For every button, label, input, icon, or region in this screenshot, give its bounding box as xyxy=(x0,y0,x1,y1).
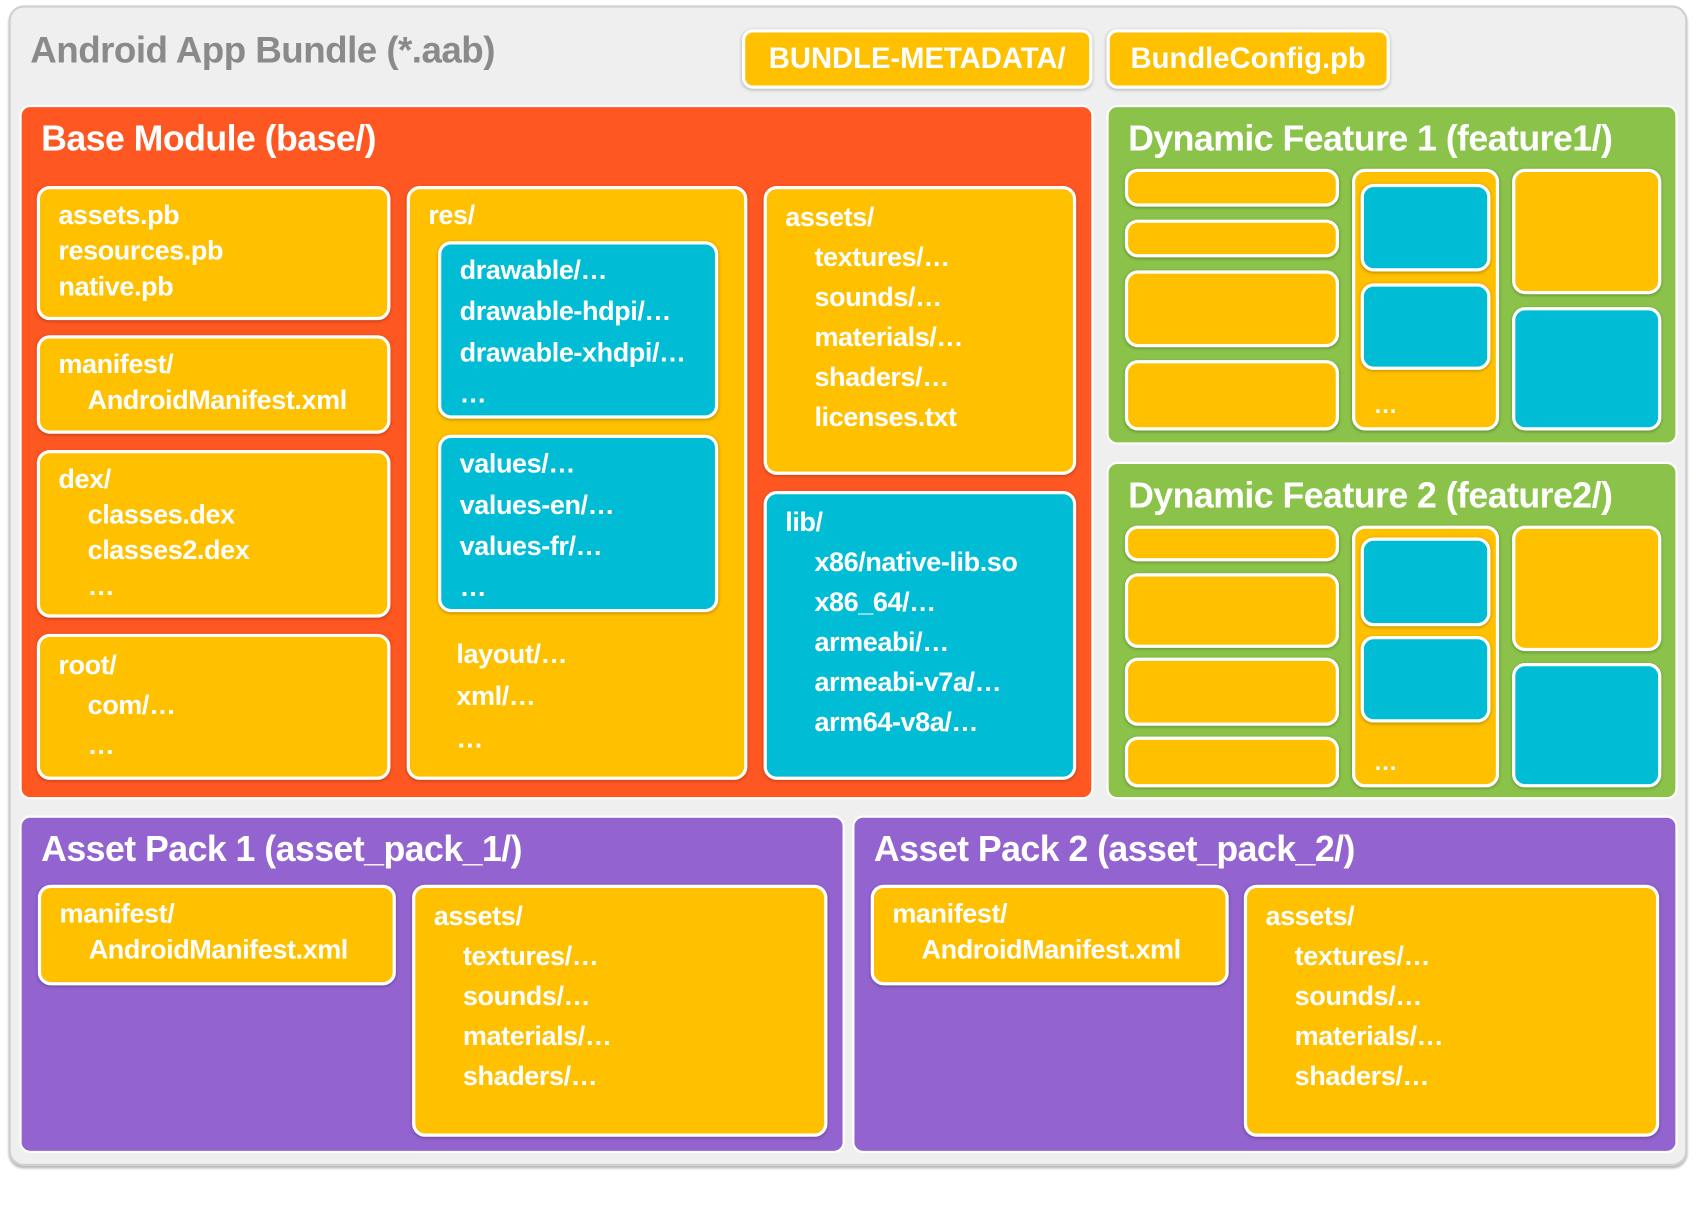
feature2-file-box xyxy=(1124,736,1340,788)
feature1-file-box xyxy=(1124,168,1340,207)
feature2-file-box xyxy=(1124,573,1340,648)
file-entry: … xyxy=(456,723,484,754)
asset-pack-1-title: Asset Pack 1 (asset_pack_1/) xyxy=(41,828,523,869)
file-entry: classes2.dex xyxy=(87,535,250,566)
file-entry: x86/native-lib.so xyxy=(814,547,1018,578)
feature1-native-box xyxy=(1360,183,1491,272)
feature1-file-box xyxy=(1124,219,1340,258)
feature1-file-box xyxy=(1512,168,1662,295)
asset-pack-1-manifest-box: manifest/ AndroidManifest.xml xyxy=(37,884,396,986)
asset-pack-1-assets-box: assets/ textures/… sounds/… materials/… … xyxy=(412,884,828,1137)
file-entry: shaders/… xyxy=(1294,1061,1430,1092)
file-entry: native.pb xyxy=(58,271,174,302)
bundle-title: Android App Bundle (*.aab) xyxy=(30,30,495,72)
asset-pack-2-title: Asset Pack 2 (asset_pack_2/) xyxy=(873,828,1355,869)
lib-box: lib/ x86/native-lib.so x86_64/… armeabi/… xyxy=(763,491,1077,780)
file-entry: AndroidManifest.xml xyxy=(921,934,1182,965)
feature2-native-box xyxy=(1360,635,1491,723)
feature2-file-box xyxy=(1124,525,1340,562)
file-entry: … xyxy=(87,571,115,602)
file-entry: values-en/… xyxy=(459,489,615,521)
base-module-title: Base Module (base/) xyxy=(41,117,376,158)
folder-label: dex/ xyxy=(58,464,111,495)
file-entry: resources.pb xyxy=(58,235,224,267)
feature1-file-box xyxy=(1124,270,1340,348)
feature1-native-box xyxy=(1360,283,1491,370)
feature1-native-box xyxy=(1512,307,1662,431)
bundle-metadata-box: BUNDLE-METADATA/ xyxy=(741,29,1093,89)
file-entry: … xyxy=(459,378,487,409)
feature1-title: Dynamic Feature 1 (feature1/) xyxy=(1128,117,1613,158)
file-entry: values/… xyxy=(459,448,576,480)
file-entry: sounds/… xyxy=(462,981,591,1012)
feature1-file-box xyxy=(1124,360,1340,431)
file-entry: shaders/… xyxy=(462,1061,598,1092)
folder-label: assets/ xyxy=(1265,900,1355,932)
feature1-ellipsis: … xyxy=(1373,391,1398,419)
drawables-box: drawable/… drawable-hdpi/… drawable-xhdp… xyxy=(438,241,719,419)
file-entry: classes.dex xyxy=(87,499,236,530)
file-entry: assets.pb xyxy=(58,200,180,231)
asset-pack-2-assets-box: assets/ textures/… sounds/… materials/… … xyxy=(1243,884,1660,1137)
protos-box: assets.pb resources.pb native.pb xyxy=(36,186,391,321)
file-entry: materials/… xyxy=(814,322,963,353)
values-box: values/… values-en/… values-fr/… … xyxy=(438,434,719,613)
bundle-config-box: BundleConfig.pb xyxy=(1106,29,1390,89)
folder-label: lib/ xyxy=(785,507,823,538)
manifest-box: manifest/ AndroidManifest.xml xyxy=(36,335,391,434)
file-entry: layout/… xyxy=(456,639,568,670)
file-entry: x86_64/… xyxy=(814,587,936,618)
folder-label: root/ xyxy=(58,650,117,681)
file-entry: materials/… xyxy=(1294,1021,1444,1052)
file-entry: drawable/… xyxy=(459,255,608,286)
file-entry: values-fr/… xyxy=(459,531,603,562)
feature2-ellipsis: … xyxy=(1373,748,1398,776)
feature2-title: Dynamic Feature 2 (feature2/) xyxy=(1128,474,1613,515)
file-entry: armeabi/… xyxy=(814,627,949,658)
file-entry: drawable-xhdpi/… xyxy=(459,337,686,368)
root-box: root/ com/… … xyxy=(36,633,391,780)
folder-label: manifest/ xyxy=(59,898,175,930)
folder-label: res/ xyxy=(428,200,475,231)
feature2-file-box xyxy=(1512,525,1662,652)
file-entry: licenses.txt xyxy=(814,402,957,433)
file-entry: sounds/… xyxy=(1294,981,1423,1012)
file-entry: arm64-v8a/… xyxy=(814,707,979,738)
res-others: layout/… xml/… … xyxy=(438,625,567,760)
folder-label: manifest/ xyxy=(892,898,1008,930)
folder-label: manifest/ xyxy=(58,349,174,380)
file-entry: AndroidManifest.xml xyxy=(87,385,348,416)
base-assets-box: assets/ textures/… sounds/… materials/… … xyxy=(763,186,1077,475)
file-entry: shaders/… xyxy=(814,362,949,393)
folder-label: assets/ xyxy=(785,202,874,233)
file-entry: textures/… xyxy=(462,940,599,972)
file-entry: armeabi-v7a/… xyxy=(814,667,1002,698)
folder-label: assets/ xyxy=(433,900,523,932)
file-entry: xml/… xyxy=(456,681,536,712)
feature2-native-box xyxy=(1512,663,1662,788)
file-entry: AndroidManifest.xml xyxy=(88,934,349,965)
file-entry: materials/… xyxy=(462,1021,612,1052)
file-entry: com/… xyxy=(87,690,176,721)
file-entry: … xyxy=(459,572,487,603)
file-entry: … xyxy=(87,730,115,761)
feature2-native-box xyxy=(1360,537,1491,627)
file-entry: sounds/… xyxy=(814,282,942,313)
asset-pack-2-manifest-box: manifest/ AndroidManifest.xml xyxy=(870,884,1229,986)
file-entry: drawable-hdpi/… xyxy=(459,296,672,327)
dex-box: dex/ classes.dex classes2.dex … xyxy=(36,449,391,618)
feature2-file-box xyxy=(1124,657,1340,726)
file-entry: textures/… xyxy=(814,242,950,273)
file-entry: textures/… xyxy=(1294,940,1431,972)
